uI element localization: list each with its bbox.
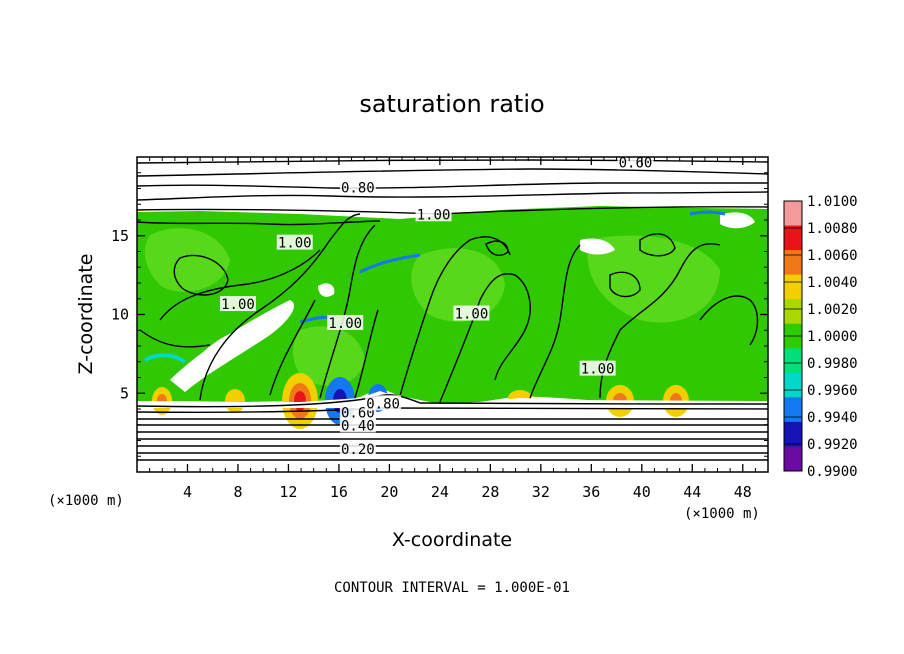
contour-label-bg	[276, 234, 313, 250]
x-tick-label: 12	[279, 483, 297, 501]
colorbar-label: 0.9940	[807, 410, 858, 426]
saturation-field: 0.200.400.600.800.800.601.001.001.001.00…	[137, 155, 768, 472]
x-tick-label: 40	[633, 483, 651, 501]
colorbar-label: 0.9980	[807, 356, 858, 372]
colorbar: 1.0100 1.0080 1.0060 1.0040 1.0020 1.0000 0.99…	[783, 194, 858, 480]
moist-patch	[293, 326, 365, 386]
colorbar-label: 0.9900	[807, 464, 858, 480]
x-tick-label: 4	[183, 483, 192, 501]
subsaturated-edge	[359, 253, 421, 274]
colorbar-segment	[784, 348, 802, 374]
x-unit-label: (×1000 m)	[684, 506, 760, 522]
contour-label-bg	[339, 179, 376, 195]
contour-label: 1.00	[581, 362, 615, 378]
x-tick-label: 32	[532, 483, 550, 501]
x-tick-label: 36	[582, 483, 600, 501]
y-tick-label: 5	[120, 384, 129, 402]
contour-interval-note: CONTOUR INTERVAL = 1.000E-01	[334, 580, 570, 596]
colorbar-label: 0.9960	[807, 383, 858, 399]
contour-label: 1.00	[221, 297, 255, 313]
subsaturated-edge	[144, 353, 187, 364]
colorbar-segment	[784, 397, 802, 423]
moist-patch	[144, 228, 230, 292]
contour-label-bg	[339, 417, 376, 433]
contour-label: 0.40	[341, 418, 375, 434]
contour-label-bg	[219, 296, 256, 312]
colorbar-label: 1.0080	[807, 221, 858, 237]
colorbar-label: 1.0020	[807, 302, 858, 318]
contour-label: 0.60	[619, 155, 653, 171]
x-tick-label: 24	[431, 483, 449, 501]
colorbar-segment	[784, 201, 802, 227]
colorbar-label: 0.9920	[807, 437, 858, 453]
x-tick-label: 44	[683, 483, 701, 501]
colorbar-label: 1.0100	[807, 194, 858, 210]
subsaturated-edge	[689, 210, 726, 216]
contour-label: 0.20	[341, 442, 375, 458]
dry-streak	[318, 283, 335, 297]
y-axis-label: Z-coordinate	[75, 254, 97, 375]
contour-label-bg	[415, 206, 452, 222]
contour-label: 0.80	[366, 396, 400, 412]
contour-label: 1.00	[278, 236, 312, 252]
colorbar-segment	[784, 421, 802, 447]
contour-label-bg	[617, 157, 654, 170]
dry-streak	[720, 212, 755, 229]
hotspot	[225, 389, 245, 413]
dry-streak	[580, 238, 615, 255]
colorbar-segment	[784, 225, 802, 251]
y-tick-label: 10	[111, 306, 129, 324]
contour-label: 1.00	[455, 307, 489, 323]
colorbar-label: 1.0060	[807, 248, 858, 264]
contour-label-bg	[339, 440, 376, 456]
contour-label: 0.80	[341, 181, 375, 197]
x-axis-label: X-coordinate	[392, 529, 512, 551]
z-unit-label: (×1000 m)	[48, 493, 124, 509]
colorbar-segment	[784, 372, 802, 398]
chart-title: saturation ratio	[359, 90, 544, 118]
contour-label: 1.00	[417, 207, 451, 223]
y-tick-label: 15	[111, 227, 129, 245]
colorbar-segment	[784, 299, 802, 325]
contour-label-bg	[327, 314, 364, 330]
contour-label-bg	[453, 305, 490, 321]
colorbar-segment	[784, 250, 802, 276]
x-tick-label: 48	[734, 483, 752, 501]
colorbar-segment	[784, 274, 802, 300]
contour-label-bg	[365, 395, 402, 411]
x-tick-label: 8	[233, 483, 242, 501]
colorbar-segment	[784, 446, 802, 472]
contour-label: 1.00	[328, 316, 362, 332]
dry-streak	[200, 329, 255, 365]
x-tick-label: 16	[330, 483, 348, 501]
colorbar-label: 1.0000	[807, 329, 858, 345]
x-tick-label: 28	[481, 483, 499, 501]
interior-contours	[137, 213, 759, 403]
colorbar-label: 1.0040	[807, 275, 858, 291]
moist-patch	[411, 248, 505, 322]
contour-label-bg	[579, 360, 616, 376]
x-tick-label: 20	[380, 483, 398, 501]
